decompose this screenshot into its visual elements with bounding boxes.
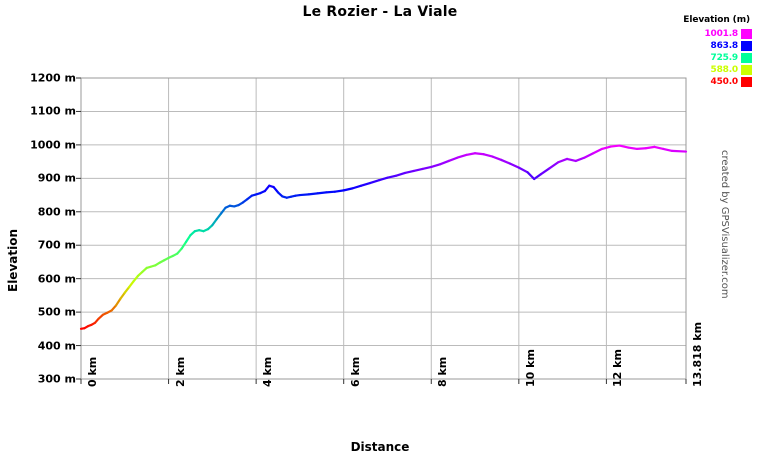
trace-segment bbox=[215, 212, 223, 221]
legend-item-value: 450.0 bbox=[710, 76, 739, 87]
legend-item-value: 588.0 bbox=[710, 64, 739, 75]
trace-segment bbox=[627, 146, 639, 151]
trace-segment bbox=[517, 166, 529, 174]
trace-segment bbox=[421, 165, 433, 171]
trace-segment bbox=[114, 297, 122, 307]
trace-segment bbox=[316, 191, 328, 195]
trace-segment bbox=[128, 280, 135, 289]
y-axis-tick-label: 300 m bbox=[37, 372, 76, 386]
trace-segment bbox=[307, 192, 319, 196]
y-axis-tick-labels: 300 m 400 m 500 m 600 m 700 m 800 m 900 m 1000 … bbox=[0, 0, 76, 460]
trace-segment bbox=[132, 274, 140, 283]
trace-segment bbox=[670, 149, 688, 153]
trace-segment bbox=[403, 169, 415, 175]
trace-segment bbox=[447, 156, 459, 163]
y-axis-tick-label: 500 m bbox=[37, 305, 76, 319]
trace-segment bbox=[333, 189, 345, 193]
legend: Elevation (m) 1001.8 863.8 725.9 588.0 450.0 bbox=[648, 15, 752, 88]
y-axis-tick-label: 1100 m bbox=[30, 104, 76, 118]
trace-segment bbox=[600, 145, 612, 151]
legend-item: 1001.8 bbox=[648, 28, 752, 39]
trace-segment bbox=[123, 285, 131, 294]
trace-segment bbox=[325, 190, 337, 194]
trace-segment bbox=[526, 171, 536, 181]
trace-segment bbox=[272, 185, 280, 194]
trace-segment bbox=[557, 157, 569, 164]
trace-segment bbox=[368, 179, 380, 185]
y-axis-tick-label: 900 m bbox=[37, 171, 76, 185]
trace-segment bbox=[395, 171, 407, 177]
trace-segment bbox=[220, 206, 227, 215]
trace-segment bbox=[565, 157, 577, 163]
trace-segment bbox=[500, 158, 512, 165]
trace-segment bbox=[574, 156, 586, 163]
trace-segment bbox=[644, 145, 656, 150]
y-axis-tick-label: 1000 m bbox=[30, 138, 76, 152]
trace-segment bbox=[110, 304, 118, 312]
x-axis-title: Distance bbox=[350, 440, 410, 454]
trace-segment bbox=[592, 147, 604, 155]
trace-segment bbox=[609, 144, 621, 148]
y-axis-tick-label: 800 m bbox=[37, 205, 76, 219]
trace-segment bbox=[386, 174, 398, 179]
trace-segment bbox=[430, 163, 442, 169]
trace-segment bbox=[176, 247, 183, 255]
legend-color-swatch bbox=[741, 52, 752, 63]
trace-segment bbox=[412, 167, 424, 173]
legend-item: 725.9 bbox=[648, 52, 752, 63]
trace-segment bbox=[508, 162, 520, 169]
page-title: Le Rozier - La Viale bbox=[302, 4, 458, 20]
trace-segment bbox=[456, 153, 468, 159]
y-axis-tick-label: 600 m bbox=[37, 272, 76, 286]
trace-segment bbox=[298, 193, 310, 197]
trace-segment bbox=[184, 234, 192, 243]
y-axis-tick-label: 700 m bbox=[37, 238, 76, 252]
legend-item-value: 863.8 bbox=[710, 40, 739, 51]
trace-segment bbox=[438, 159, 450, 166]
legend-item: 450.0 bbox=[648, 76, 752, 87]
trace-segment bbox=[491, 155, 503, 162]
legend-title: Elevation (m) bbox=[683, 15, 750, 25]
legend-color-swatch bbox=[741, 40, 752, 51]
trace-segment bbox=[342, 187, 354, 192]
trace-segment bbox=[548, 161, 560, 170]
trace-segment bbox=[539, 167, 551, 176]
legend-item: 863.8 bbox=[648, 40, 752, 51]
trace-segment bbox=[653, 145, 665, 151]
legend-item-value: 1001.8 bbox=[704, 28, 738, 39]
trace-segment bbox=[351, 184, 363, 190]
trace-segment bbox=[482, 153, 494, 158]
trace-segment bbox=[618, 144, 630, 149]
trace-segment bbox=[583, 152, 595, 159]
trace-segment bbox=[473, 152, 485, 156]
trace-segment bbox=[662, 147, 674, 153]
y-axis-tick-label: 400 m bbox=[37, 339, 76, 353]
elevation-trace bbox=[79, 144, 688, 330]
legend-color-swatch bbox=[741, 64, 752, 75]
legend-color-swatch bbox=[741, 76, 752, 87]
trace-segment bbox=[360, 181, 372, 187]
trace-segment bbox=[180, 240, 188, 250]
trace-segment bbox=[635, 147, 647, 151]
legend-item-value: 725.9 bbox=[710, 52, 739, 63]
trace-segment bbox=[377, 176, 389, 182]
legend-color-swatch bbox=[741, 28, 752, 39]
trace-segment bbox=[119, 291, 126, 300]
legend-item: 588.0 bbox=[648, 64, 752, 75]
trace-segment bbox=[211, 218, 218, 227]
trace-segment bbox=[533, 173, 542, 181]
trace-segment bbox=[263, 184, 271, 193]
y-axis-tick-label: 1200 m bbox=[30, 71, 76, 85]
trace-segment bbox=[465, 152, 477, 157]
plot-frame bbox=[80, 77, 687, 380]
